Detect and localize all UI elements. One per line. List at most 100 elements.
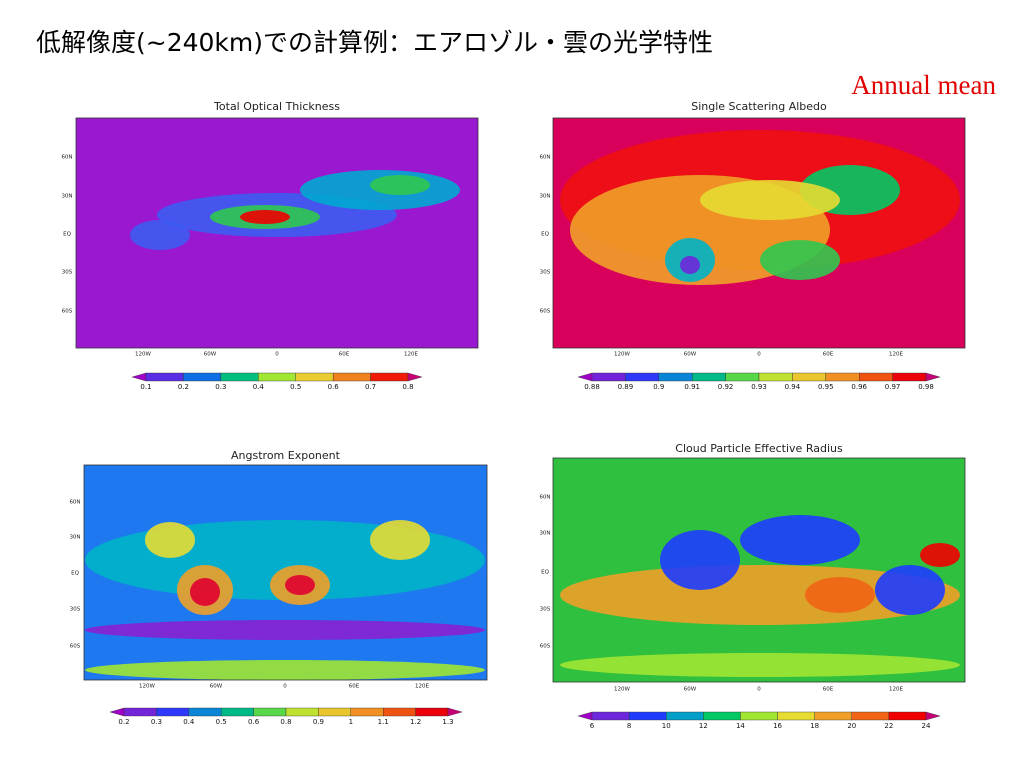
lon-label: 120E [404,352,418,358]
lon-label: 60W [210,684,223,690]
lon-label: 120W [614,352,630,358]
lon-label: 60E [349,684,360,690]
lon-label: 120E [889,687,903,693]
map-panel: Single Scattering Albedo 60N 30N EQ 30S 60S 12… [539,100,966,391]
colorbar-label: 18 [810,722,819,730]
colorbar-segment [591,711,630,721]
field-region [145,522,195,558]
colorbar-end [407,372,423,382]
colorbar-label: 0.6 [248,718,260,726]
colorbar-end [131,372,147,382]
colorbar-label: 0.1 [140,383,151,391]
colorbar-segment [183,372,222,382]
colorbar-segment [692,372,726,382]
lat-label: 60S [540,309,551,315]
colorbar-label: 0.93 [751,383,767,391]
colorbar-segment [814,711,852,721]
lat-label: EQ [71,571,79,577]
colorbar-label: 16 [773,722,782,730]
colorbar-label: 0.4 [253,383,265,391]
colorbar-label: 22 [884,722,893,730]
colorbar-segment [332,372,371,382]
colorbar-label: 12 [699,722,708,730]
subtitle: Annual mean [851,70,996,100]
lon-label: 60W [684,352,697,358]
colorbar-label: 0.6 [328,383,340,391]
lat-label: 60S [540,644,551,650]
colorbar-label: 0.97 [885,383,901,391]
colorbar-label: 0.94 [785,383,801,391]
field-region [660,530,740,590]
colorbar-end [925,711,941,721]
lat-label: 30N [539,531,550,537]
colorbar-label: 1.3 [442,718,453,726]
colorbar-label: 0.8 [280,718,291,726]
colorbar-label: 0.2 [118,718,129,726]
colorbar-segment [145,372,184,382]
lat-label: EQ [541,232,549,238]
colorbar-segment [628,711,667,721]
colorbar-segment [220,372,259,382]
lat-label: 60N [539,495,550,501]
colorbar-label: 0.88 [584,383,600,391]
colorbar-segment [777,711,815,721]
colorbar-label: 1.1 [378,718,389,726]
lon-label: 120W [135,352,151,358]
field-region [285,575,315,595]
colorbar-segment [725,372,760,382]
lat-label: 60S [70,644,81,650]
colorbar-label: 0.95 [818,383,834,391]
colorbar-label: 0.2 [178,383,189,391]
map-field [553,118,965,348]
lon-label: 0 [757,687,761,693]
lon-label: 60E [339,352,350,358]
colorbar-segment [370,372,409,382]
colorbar-end [447,707,463,717]
field-region [130,220,190,250]
colorbar-label: 0.96 [851,383,867,391]
lat-label: 60N [69,500,80,506]
colorbar-label: 0.3 [215,383,226,391]
lon-label: 60E [823,687,834,693]
colorbar-label: 1 [349,718,353,726]
colorbar-segment [859,372,893,382]
map-frame [552,457,966,683]
field-region [760,240,840,280]
map-panel: Cloud Particle Effective Radius 60N 30N EQ 3… [539,442,966,730]
colorbar-label: 0.5 [216,718,227,726]
colorbar-label: 0.89 [618,383,634,391]
map-field [84,465,487,680]
field-region [190,578,220,606]
field-region [560,653,960,677]
colorbar-end [577,372,593,382]
map-panel: Total Optical Thickness 60N 30N EQ 30S 60S 120… [61,100,479,391]
colorbar-label: 0.9 [313,718,324,726]
colorbar-segment [318,707,351,717]
lon-label: 120E [415,684,429,690]
lat-label: 60N [539,155,550,161]
field-region [370,175,430,195]
lat-label: 30S [70,607,81,613]
colorbar-label: 8 [627,722,631,730]
lat-label: 60N [61,155,72,161]
colorbar-segment [220,707,254,717]
field-region [740,515,860,565]
map-field [76,118,478,348]
colorbar-segment [703,711,741,721]
panel-title: Cloud Particle Effective Radius [675,442,843,455]
colorbar-label: 20 [847,722,856,730]
lon-label: 60E [823,352,834,358]
colorbar-segment [415,707,449,717]
lon-label: 0 [757,352,761,358]
lat-label: 60S [62,309,73,315]
lat-label: 30N [539,194,550,200]
map-panel: Angstrom Exponent 60N 30N EQ 30S 60S 120W 60W 0 6… [69,449,488,726]
lat-label: 30N [61,194,72,200]
colorbar-segment [666,711,704,721]
lon-label: 120W [139,684,155,690]
colorbar-segment [851,711,890,721]
panel-title: Angstrom Exponent [231,449,341,462]
field-region [805,577,875,613]
colorbar-label: 0.98 [918,383,934,391]
colorbar-segment [350,707,384,717]
